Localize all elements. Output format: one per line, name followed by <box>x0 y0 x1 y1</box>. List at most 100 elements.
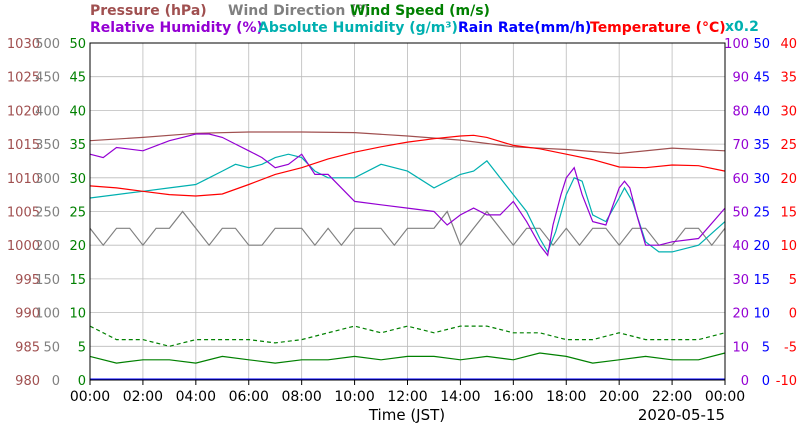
tick-label: 100 <box>724 37 749 52</box>
date-label: 2020-05-15 <box>638 406 725 424</box>
tick-label: 40 <box>780 37 797 52</box>
x-tick-label: 12:00 <box>387 389 427 405</box>
x-axis: 00:00 02:00 04:00 06:00 08:00 10:00 12:00 14:00… <box>70 380 745 405</box>
tick-label: 980 <box>15 374 40 389</box>
series-layer <box>89 131 726 364</box>
tick-label: 30 <box>753 172 770 187</box>
tick-label: 1015 <box>7 138 40 153</box>
x-tick-label: 22:00 <box>652 389 692 405</box>
tick-label: 400 <box>35 104 60 119</box>
tick-label: 50 <box>732 206 749 221</box>
tick-label: 10 <box>732 340 749 355</box>
x-tick-label: 20:00 <box>599 389 639 405</box>
tick-label: 1025 <box>7 71 40 86</box>
tick-label: 1020 <box>7 104 40 119</box>
tick-label: 300 <box>35 172 60 187</box>
tick-label: 10 <box>780 239 797 254</box>
tick-label: 15 <box>753 273 770 288</box>
series-line <box>89 153 726 254</box>
tick-label: 200 <box>35 239 60 254</box>
title-item: Pressure (hPa) <box>90 3 207 19</box>
tick-label: 30 <box>780 104 797 119</box>
tick-label: 5 <box>78 340 86 355</box>
tick-label: 10 <box>69 307 86 322</box>
title-item: Absolute Humidity (g/m³) <box>258 20 458 36</box>
tick-label: 15 <box>69 273 86 288</box>
series-line <box>89 325 726 347</box>
tick-label: 35 <box>69 138 86 153</box>
title-item: Rain Rate(mm/h) <box>458 20 591 36</box>
tick-label: 40 <box>753 104 770 119</box>
tick-label: 450 <box>35 71 60 86</box>
x-tick-label: 06:00 <box>229 389 269 405</box>
x-axis-label: Time (JST) <box>368 406 445 424</box>
title-item: Wind Direction (°) <box>228 3 370 19</box>
x-tick-label: 08:00 <box>281 389 321 405</box>
tick-label: -10 <box>776 374 797 389</box>
series-line <box>89 210 726 247</box>
tick-label: 0 <box>741 374 749 389</box>
tick-label: 985 <box>15 340 40 355</box>
tick-label: 995 <box>15 273 40 288</box>
scale-note: x0.2 <box>725 19 759 35</box>
series-line <box>89 133 726 257</box>
x-tick-label: 18:00 <box>546 389 586 405</box>
tick-label: 1000 <box>7 239 40 254</box>
tick-label: 0 <box>762 374 770 389</box>
tick-label: 1005 <box>7 206 40 221</box>
tick-label: 1010 <box>7 172 40 187</box>
tick-label: 10 <box>753 307 770 322</box>
tick-label: 70 <box>732 138 749 153</box>
tick-label: 60 <box>732 172 749 187</box>
tick-label: 30 <box>69 172 86 187</box>
x-tick-label: 00:00 <box>705 389 745 405</box>
tick-label: 50 <box>753 37 770 52</box>
left-axes: 9809859909951000100510101015102010251030… <box>7 37 86 389</box>
tick-label: 150 <box>35 273 60 288</box>
tick-label: 990 <box>15 307 40 322</box>
x-tick-label: 10:00 <box>334 389 374 405</box>
tick-label: 20 <box>780 172 797 187</box>
x-tick-label: 00:00 <box>70 389 110 405</box>
tick-label: 100 <box>35 307 60 322</box>
tick-label: 5 <box>762 340 770 355</box>
series-line <box>89 352 726 364</box>
tick-label: 50 <box>43 340 60 355</box>
x-tick-label: 16:00 <box>493 389 533 405</box>
tick-label: 40 <box>69 104 86 119</box>
tick-label: 20 <box>69 239 86 254</box>
title-item: Relative Humidity (%) <box>90 20 263 36</box>
tick-label: 0 <box>52 374 60 389</box>
x-tick-label: 04:00 <box>176 389 216 405</box>
tick-label: 25 <box>69 206 86 221</box>
tick-label: 80 <box>732 104 749 119</box>
tick-label: 0 <box>78 374 86 389</box>
tick-label: 35 <box>753 138 770 153</box>
title-row-2: Relative Humidity (%)Absolute Humidity (… <box>90 20 726 36</box>
title-item: Wind Speed (m/s) <box>350 3 490 19</box>
tick-label: 20 <box>732 307 749 322</box>
tick-label: 15 <box>780 206 797 221</box>
tick-label: 45 <box>753 71 770 86</box>
tick-label: 90 <box>732 71 749 86</box>
tick-label: 1030 <box>7 37 40 52</box>
x-tick-label: 14:00 <box>440 389 480 405</box>
tick-label: 35 <box>780 71 797 86</box>
title-row-1: Pressure (hPa) Wind Direction (°)Wind Spe… <box>90 3 490 19</box>
tick-label: 45 <box>69 71 86 86</box>
tick-label: -5 <box>784 340 797 355</box>
series-line <box>89 131 726 155</box>
tick-label: 350 <box>35 138 60 153</box>
tick-label: 25 <box>753 206 770 221</box>
tick-label: 250 <box>35 206 60 221</box>
title-item: Temperature (°C) <box>590 20 726 36</box>
grid <box>90 43 725 380</box>
tick-label: 30 <box>732 273 749 288</box>
tick-label: 50 <box>69 37 86 52</box>
tick-label: 500 <box>35 37 60 52</box>
right-axes: 0102030405060708090100051015202530354045… <box>724 37 797 389</box>
tick-label: 0 <box>789 307 797 322</box>
tick-label: 25 <box>780 138 797 153</box>
tick-label: 20 <box>753 239 770 254</box>
